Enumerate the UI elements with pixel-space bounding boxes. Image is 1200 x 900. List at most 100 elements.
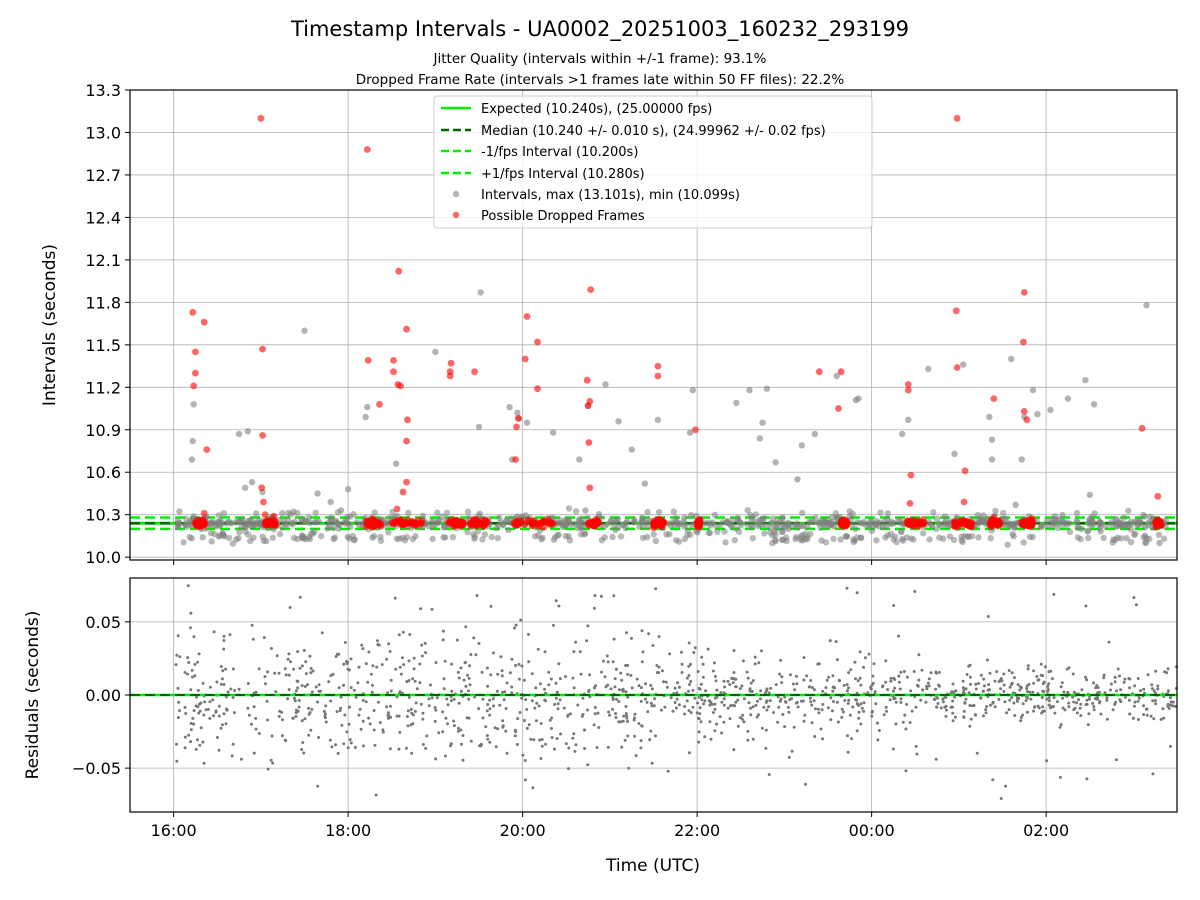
dropped-frame-point — [450, 522, 458, 529]
residual-point — [599, 594, 603, 598]
residual-point — [1113, 680, 1117, 684]
residual-point — [639, 686, 643, 690]
residual-point — [689, 662, 692, 666]
residual-point — [1058, 775, 1062, 779]
residual-point — [525, 708, 529, 711]
interval-point — [1143, 302, 1150, 309]
residual-point — [342, 662, 346, 666]
residual-point — [408, 633, 412, 636]
interval-point — [555, 531, 562, 539]
residual-point — [1085, 777, 1089, 781]
interval-point — [822, 539, 830, 546]
residual-point — [592, 723, 596, 727]
residual-point — [630, 686, 634, 690]
residual-point — [592, 686, 596, 690]
residual-point — [835, 700, 839, 704]
residual-point — [968, 704, 972, 707]
residual-point — [813, 735, 817, 738]
residual-point — [527, 632, 530, 636]
legend-swatch-intervals — [452, 190, 460, 198]
residual-point — [640, 629, 644, 633]
residual-point — [217, 704, 221, 708]
residual-point — [346, 667, 350, 671]
interval-point — [1047, 406, 1054, 414]
residual-point — [1009, 683, 1013, 686]
residual-point — [457, 726, 460, 730]
residual-point — [1149, 714, 1153, 718]
residual-point — [603, 675, 607, 679]
residual-point — [1078, 706, 1082, 710]
residual-point — [300, 684, 304, 688]
residual-point — [687, 664, 691, 668]
interval-point — [988, 456, 996, 463]
residual-point — [442, 677, 446, 681]
interval-point — [180, 539, 187, 546]
residual-point — [689, 711, 693, 715]
residual-point — [751, 737, 755, 741]
residual-point — [666, 769, 670, 773]
interval-point — [628, 446, 635, 453]
residual-point — [892, 676, 896, 680]
interval-point — [1156, 539, 1163, 547]
residual-point — [1049, 706, 1052, 710]
interval-point — [488, 533, 495, 541]
residual-point — [1032, 681, 1036, 685]
residual-point — [444, 716, 448, 720]
residual-point — [734, 677, 738, 681]
residual-point — [777, 705, 781, 709]
residual-point — [654, 587, 658, 591]
interval-point — [675, 521, 682, 529]
residual-point — [620, 745, 624, 749]
interval-point — [1090, 401, 1098, 408]
interval-point — [383, 518, 390, 526]
residual-point — [676, 681, 680, 685]
interval-point — [830, 535, 837, 542]
interval-point — [443, 509, 451, 517]
residual-point — [176, 634, 180, 638]
interval-point — [176, 508, 183, 515]
residual-point — [760, 726, 764, 730]
residual-point — [481, 716, 485, 720]
dropped-frame-point — [457, 519, 465, 527]
interval-point — [772, 459, 779, 466]
residual-point — [548, 718, 552, 722]
residual-point — [937, 670, 941, 674]
residual-point — [208, 716, 212, 720]
interval-point — [798, 532, 806, 539]
residual-point — [1045, 759, 1049, 763]
residual-point — [266, 718, 269, 722]
residual-point — [473, 695, 477, 699]
residual-point — [354, 695, 358, 699]
residual-point — [186, 584, 190, 588]
residual-point — [787, 710, 791, 714]
residual-point — [501, 690, 504, 694]
residual-point — [347, 705, 351, 709]
residual-point — [1075, 701, 1079, 705]
legend-label-plus-fps: +1/fps Interval (10.280s) — [481, 167, 645, 182]
residual-point — [675, 697, 679, 701]
residual-point — [633, 712, 637, 716]
residual-point — [753, 662, 757, 666]
interval-point — [926, 536, 933, 543]
interval-point — [318, 532, 325, 540]
interval-point — [220, 510, 228, 517]
residual-point — [665, 685, 669, 689]
residual-point — [1154, 702, 1158, 706]
residual-point — [1041, 689, 1045, 693]
interval-point — [643, 517, 650, 524]
residual-point — [673, 686, 677, 690]
residual-point — [846, 750, 850, 754]
residual-point — [298, 666, 302, 670]
residual-point — [414, 701, 418, 705]
residual-point — [346, 746, 350, 750]
residual-point — [894, 722, 898, 726]
residual-point — [271, 761, 275, 765]
interval-point — [631, 516, 638, 524]
residual-point — [671, 709, 675, 713]
interval-point — [784, 522, 792, 529]
residual-point — [425, 734, 429, 738]
interval-point — [1049, 522, 1057, 529]
residual-point — [441, 710, 445, 714]
chart-title: Timestamp Intervals - UA0002_20251003_16… — [290, 17, 909, 42]
residual-point — [1156, 687, 1160, 691]
